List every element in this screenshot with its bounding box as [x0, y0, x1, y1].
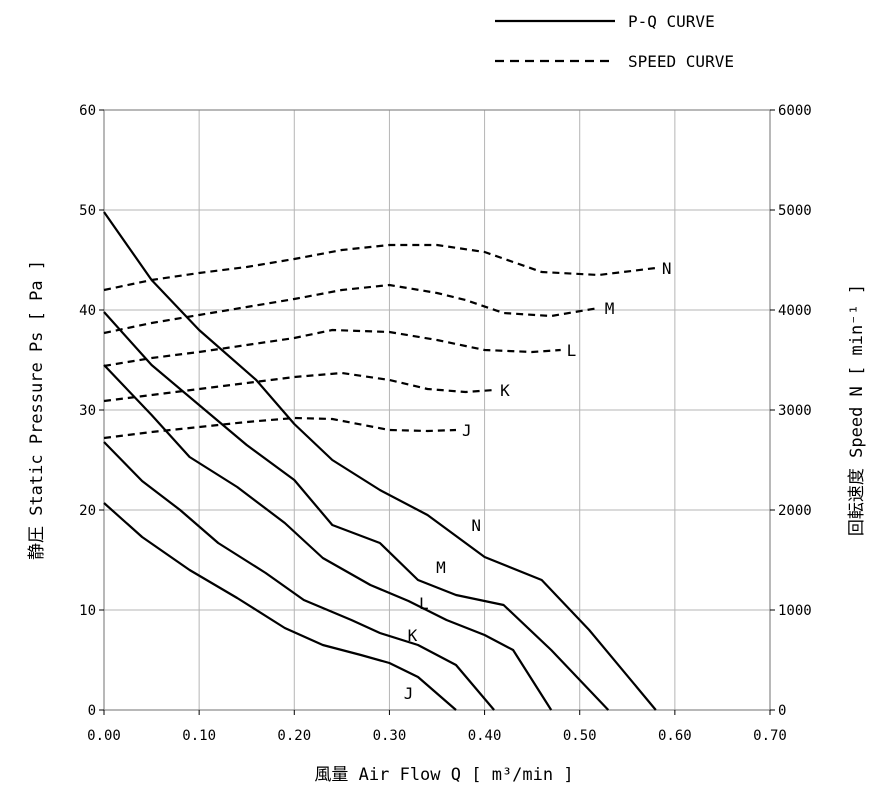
x-tick-label: 0.70	[753, 728, 787, 744]
pq-curve-J	[103, 502, 457, 711]
y-tick-label-right: 4000	[778, 303, 812, 319]
x-axis-label: 風量 Air Flow Q [ m³/min ]	[314, 765, 573, 785]
y-tick-label-right: 0	[778, 703, 786, 719]
speed-curves	[103, 243, 656, 440]
pq-curve-label-N: N	[471, 516, 481, 535]
x-tick-label: 0.40	[468, 728, 502, 744]
pq-curve-label-K: K	[408, 626, 418, 645]
speed-curve-label-J: J	[462, 421, 472, 440]
pq-curve-K	[103, 441, 495, 711]
speed-curve-label-L: L	[567, 341, 577, 360]
x-tick-label: 0.30	[373, 728, 407, 744]
y-tick-label-right: 2000	[778, 503, 812, 519]
legend: P-Q CURVE SPEED CURVE	[495, 12, 734, 71]
y-tick-label-right: 6000	[778, 103, 812, 119]
legend-speed-label: SPEED CURVE	[628, 52, 734, 71]
speed-curve-L	[103, 328, 561, 368]
y-tick-label-left: 50	[79, 203, 96, 219]
speed-curve-K	[103, 371, 495, 403]
x-tick-label: 0.20	[277, 728, 311, 744]
legend-pq-label: P-Q CURVE	[628, 12, 715, 31]
y-tick-label-right: 5000	[778, 203, 812, 219]
tick-labels: 0.00 0.10 0.20 0.30 0.40 0.50 0.60 0.70 0 10 20 30 4…	[79, 103, 812, 744]
x-tick-label: 0.60	[658, 728, 692, 744]
y-tick-label-left: 60	[79, 103, 96, 119]
y-tick-label-left: 10	[79, 603, 96, 619]
x-tick-label: 0.10	[182, 728, 216, 744]
pq-curve-label-L: L	[419, 594, 429, 613]
pq-curves	[103, 211, 657, 711]
y-tick-label-left: 20	[79, 503, 96, 519]
speed-curve-label-M: M	[605, 299, 615, 318]
y-tick-label-right: 3000	[778, 403, 812, 419]
speed-curve-label-N: N	[662, 259, 672, 278]
pq-curve-N	[103, 211, 657, 711]
pq-curve-label-J: J	[404, 684, 414, 703]
y-tick-label-right: 1000	[778, 603, 812, 619]
speed-curve-label-K: K	[500, 381, 510, 400]
x-tick-label: 0.00	[87, 728, 121, 744]
y-tick-label-left: 0	[88, 703, 96, 719]
speed-curve-N	[103, 243, 656, 292]
y-tick-label-left: 30	[79, 403, 96, 419]
grid	[104, 110, 770, 710]
speed-curve-J	[103, 416, 457, 440]
y-axis-label-left: 静圧 Static Pressure Ps [ Pa ]	[27, 260, 47, 560]
speed-curve-M	[103, 283, 599, 335]
y-axis-label-right: 回転速度 Speed N [ min⁻¹ ]	[847, 284, 867, 536]
pq-curve-label-M: M	[436, 558, 446, 577]
pq-curve-L	[103, 364, 553, 711]
y-tick-label-left: 40	[79, 303, 96, 319]
pq-curve-M	[103, 311, 610, 711]
x-tick-label: 0.50	[563, 728, 597, 744]
